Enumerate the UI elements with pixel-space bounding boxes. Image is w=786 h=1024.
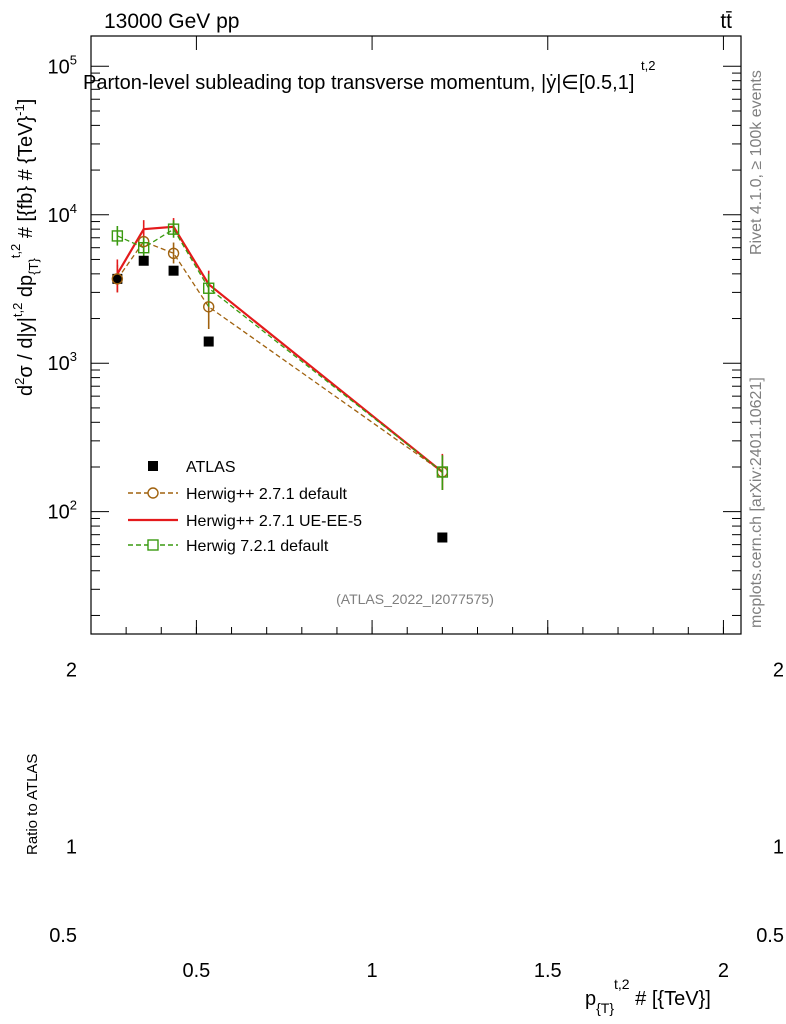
ratio-y-tick-label-right: 2: [773, 659, 784, 681]
header-left-label: 13000 GeV pp: [104, 10, 239, 33]
y-tick-label: 105: [48, 52, 77, 78]
y-tick-label: 103: [48, 349, 77, 375]
chart-title: Parton-level subleading top transverse m…: [83, 72, 634, 94]
legend-label-herwigpp-ueee5: Herwig++ 2.7.1 UE-EE-5: [186, 513, 362, 530]
data-point-herwig-7-2-1-default: [167, 223, 180, 235]
legend-marker-herwigpp-default: [147, 487, 159, 499]
series-line-herwig-2-7-1-default: [116, 240, 443, 473]
xlabel-part-a: p: [585, 988, 596, 1010]
ratio-y-axis-label: Ratio to ATLAS: [24, 754, 41, 855]
x-tick-label: 1.5: [534, 960, 562, 982]
legend-marker-atlas: [148, 461, 158, 471]
y-tick-base: 10: [48, 353, 70, 375]
ylabel-sup-d: -1: [12, 104, 27, 116]
y-tick-exponent: 4: [70, 201, 77, 216]
header-right-label: tt̄: [720, 10, 732, 33]
data-point-herwig-7-2-1-default: [138, 241, 150, 254]
ratio-axes: 0.5 0.5 1 1 2 2 0.5 1 1.5 2: [49, 633, 784, 982]
ylabel-part-c: dp: [15, 275, 37, 303]
data-point-herwig-7-2-1-default: [111, 230, 124, 242]
y-tick-base: 10: [48, 205, 70, 227]
ratio-y-tick-label-left: 0.5: [49, 925, 77, 947]
data-point-herwig-7-2-1-default: [436, 466, 449, 478]
ratio-y-tick-label-left: 1: [66, 837, 77, 859]
ratio-y-tick-label-right: 0.5: [756, 925, 784, 947]
x-tick-label: 1: [367, 960, 378, 982]
data-point-herwig-7-2-1-default: [203, 282, 215, 294]
legend-marker-herwig7-default: [147, 539, 159, 551]
ratio-y-tick-label-right: 1: [773, 837, 784, 859]
xlabel-sub-a: {T}: [596, 1000, 614, 1016]
x-tick-label: 2: [718, 960, 729, 982]
main-series: [111, 218, 449, 543]
ylabel-part-d: # [{fb} # {TeV}: [15, 116, 37, 244]
xlabel-sup-a: t,2: [614, 976, 630, 992]
x-axis-label: p{T}t,2 # [{TeV}]: [585, 976, 711, 1016]
data-point-herwig-2-7-1-default: [203, 301, 215, 313]
mcplots-label: mcplots.cern.ch [arXiv:2401.10621]: [748, 377, 765, 628]
analysis-watermark: (ATLAS_2022_I2077575): [336, 591, 494, 607]
rivet-version-label: Rivet 4.1.0, ≥ 100k events: [748, 70, 765, 255]
legend-label-atlas: ATLAS: [186, 459, 236, 476]
ylabel-sup-c: t,2: [8, 244, 23, 258]
y-tick-base: 10: [48, 56, 70, 78]
chart-title-superscript: t,2: [641, 58, 655, 73]
ylabel-sup-b: t,2: [10, 303, 25, 317]
data-point-atlas: [437, 532, 448, 543]
ratio-y-tick-label-left: 2: [66, 659, 77, 681]
y-axis-label: d2σ / d|y|t,2 dp{T}t,2 # [{fb} # {TeV}-1…: [8, 99, 41, 396]
y-tick-label: 104: [48, 201, 77, 227]
data-point-herwig-2-7-1-default: [138, 235, 150, 248]
ylabel-part-b: σ / d|y|: [15, 317, 37, 378]
ylabel-part-e: ]: [15, 99, 37, 105]
data-point-atlas: [168, 265, 179, 276]
series-line-herwig-7-2-1-default: [117, 228, 443, 473]
y-tick-exponent: 5: [70, 52, 77, 67]
y-tick-label: 102: [48, 498, 77, 524]
y-tick-exponent: 3: [70, 349, 77, 364]
chart-title-text: Parton-level subleading top transverse m…: [83, 72, 634, 94]
y-tick-exponent: 2: [70, 498, 77, 513]
data-point-atlas: [203, 336, 214, 347]
ylabel-part-a: d: [15, 385, 37, 396]
x-tick-label: 0.5: [182, 960, 210, 982]
legend-label-herwig7-default: Herwig 7.2.1 default: [186, 538, 329, 555]
data-point-herwig-2-7-1-default: [111, 273, 124, 285]
data-point-herwig-2-7-1-default: [167, 247, 180, 260]
series-line-herwig-2-7-1-ue-ee-5: [116, 225, 444, 473]
legend-label-herwigpp-default: Herwig++ 2.7.1 default: [186, 486, 348, 503]
y-tick-base: 10: [48, 502, 70, 524]
ylabel-sup-a: 2: [12, 378, 27, 385]
data-point-atlas: [138, 255, 149, 266]
legend: ATLAS Herwig++ 2.7.1 default Herwig++ 2.…: [128, 459, 362, 555]
data-point-atlas: [112, 273, 123, 284]
xlabel-part-b: # [{TeV}]: [630, 988, 711, 1010]
ylabel-sub-c: {T}: [26, 258, 41, 275]
